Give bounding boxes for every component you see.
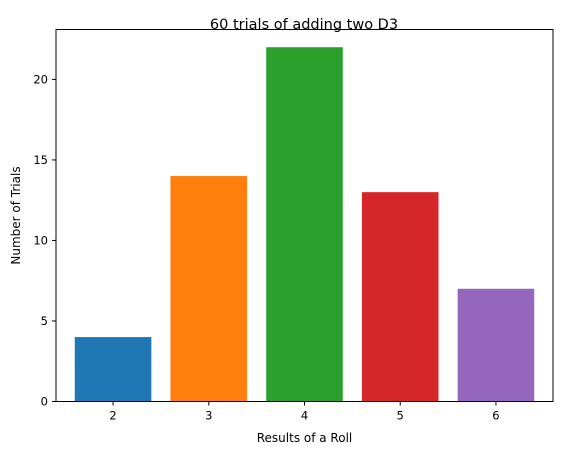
x-tick-label: 4 (301, 409, 308, 423)
x-tick-label: 5 (397, 409, 404, 423)
y-tick-label: 10 (33, 233, 48, 247)
x-axis-label: Results of a Roll (257, 431, 353, 445)
x-tick-label: 2 (109, 409, 116, 423)
bar-4 (266, 47, 343, 402)
y-tick-label: 0 (41, 395, 48, 409)
y-tick-label: 20 (33, 72, 48, 86)
bar-5 (361, 192, 439, 402)
chart-title: 60 trials of adding two D3 (210, 17, 398, 33)
axes-frame (55, 29, 554, 402)
bar-2 (74, 337, 152, 402)
y-tick-label: 5 (41, 314, 48, 328)
x-tick-label: 6 (492, 409, 499, 423)
x-tick-label: 3 (205, 409, 212, 423)
y-tick-label: 15 (33, 153, 48, 167)
bars-layer (74, 47, 535, 402)
ticks-layer: 2 3 4 5 6 0 5 10 15 20 (33, 72, 499, 422)
y-axis-label: Number of Trials (9, 166, 23, 264)
bar-3 (170, 176, 248, 402)
bar-6 (457, 288, 535, 402)
